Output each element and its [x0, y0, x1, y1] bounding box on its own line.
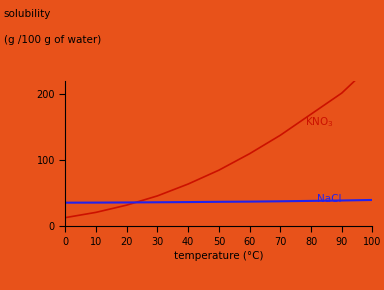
Text: KNO$_3$: KNO$_3$	[305, 115, 334, 129]
Text: solubility: solubility	[4, 9, 51, 19]
Text: (g /100 g of water): (g /100 g of water)	[4, 35, 101, 45]
Text: NaCl: NaCl	[317, 194, 342, 204]
X-axis label: temperature (°C): temperature (°C)	[174, 251, 264, 261]
